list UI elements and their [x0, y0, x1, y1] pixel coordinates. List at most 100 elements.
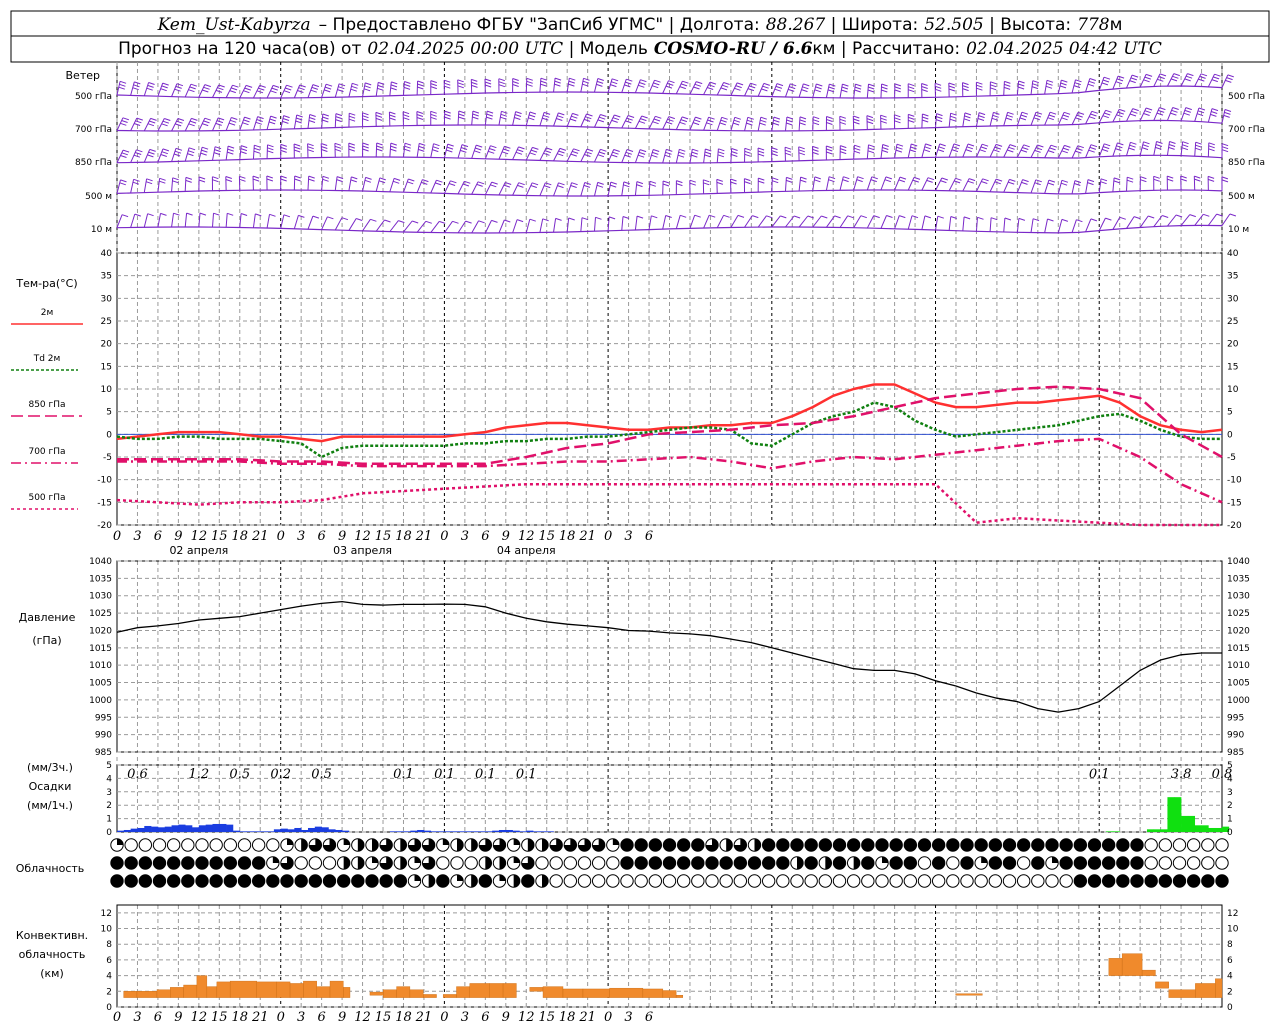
wind-barb-shaft [866, 176, 873, 191]
pressure-tick-right: 1000 [1227, 696, 1250, 706]
wind-barb-feather [786, 119, 793, 123]
wind-barb-feather [232, 84, 239, 88]
wind-barb-feather [1144, 76, 1151, 80]
wind-barb-feather [512, 81, 519, 84]
wind-barb-feather [913, 176, 921, 180]
wind-barb-feather [529, 218, 536, 222]
wind-barb-feather [1021, 181, 1028, 185]
temperature-series-4 [116, 482, 1222, 527]
wind-barb-feather [784, 149, 792, 153]
wind-barb-feather [461, 144, 469, 148]
wind-barb-feather [1158, 76, 1165, 80]
wind-barb-feather [1101, 82, 1109, 86]
wind-barb-shaft [621, 115, 629, 129]
wind-barb-feather [239, 175, 246, 179]
convective-bar [369, 991, 384, 996]
wind-barb-shaft [252, 85, 261, 99]
wind-barb-feather [610, 84, 617, 88]
wind-barb-feather [652, 151, 659, 155]
wind-barb-feather [899, 176, 907, 180]
cloud-symbol-overcast [322, 874, 337, 888]
wind-barb-feather [868, 147, 875, 151]
wind-barb-feather [1148, 215, 1155, 219]
wind-barb-feather [867, 150, 875, 154]
hour-label: 15 [538, 1010, 555, 1024]
wind-barb-feather [584, 154, 591, 157]
cloud-symbol-clear [960, 874, 974, 888]
wind-barb-feather [256, 119, 263, 122]
wind-barb-feather [308, 120, 316, 123]
wind-barb-feather [840, 148, 847, 152]
wind-barb-feather [598, 151, 606, 155]
wind-barb-feather [556, 118, 563, 121]
cloud-symbol-overcast [804, 838, 818, 852]
wind-barb-feather [554, 83, 561, 87]
wind-barb-feather [799, 119, 806, 123]
wind-barb-feather [785, 152, 792, 156]
precip-bar [512, 830, 520, 832]
wind-barb-feather [586, 113, 593, 117]
precip-bar [1187, 815, 1196, 832]
precip-total-label: 0.2 [270, 767, 291, 782]
cloud-symbol-overcast [832, 838, 847, 852]
wind-barb-feather [1119, 216, 1126, 220]
precip-bar [444, 831, 452, 832]
wind-barb-shaft [689, 81, 697, 95]
wind-barb-feather [500, 116, 507, 120]
wind-barb-feather [376, 148, 383, 152]
wind-barb-feather [121, 120, 128, 123]
wind-barb-feather [1105, 109, 1112, 113]
wind-barb-feather [1131, 110, 1138, 114]
wind-barb-feather [1196, 113, 1204, 117]
wind-barb-feather [571, 182, 578, 186]
wind-barb-feather [894, 89, 901, 93]
wind-barb-shaft [975, 143, 983, 158]
precip-bar [328, 829, 336, 832]
provider-text: – Предоставлено ФГБУ "ЗапСиб УГМС" [319, 15, 664, 35]
wind-barb-feather [924, 215, 932, 219]
wind-barb-shaft [744, 215, 753, 228]
wind-level-10m: 10 м [91, 225, 112, 235]
wind-barb-feather [477, 181, 485, 185]
cloud-symbol-clear [294, 856, 308, 870]
wind-barb-shaft [566, 217, 570, 233]
wind-barb-feather [398, 220, 405, 224]
wind-barb-feather [1207, 178, 1215, 182]
wind-barb-shaft [648, 116, 656, 130]
wind-barb-shaft [1153, 107, 1160, 121]
wind-barb-shaft [839, 84, 843, 98]
pressure-tick-left: 1015 [89, 644, 112, 654]
wind-barb-feather [744, 150, 751, 154]
precip-bar [1215, 827, 1223, 832]
pressure-tick-left: 1005 [89, 679, 112, 689]
wind-barb-feather [772, 180, 779, 184]
wind-barb-feather [439, 220, 446, 224]
wind-barb-feather [1034, 149, 1041, 153]
temperature-tick-left: -15 [97, 498, 112, 508]
precip-frame [116, 764, 1223, 833]
cloud-fill-sector [301, 838, 308, 852]
wind-barb-shaft [403, 220, 413, 233]
precip-bar [205, 824, 213, 832]
wind-barb-shaft [512, 111, 517, 126]
wind-barb-feather [191, 117, 198, 121]
wind-level-500hpa-right: 500 гПа [1228, 92, 1265, 102]
cloud-symbol-overcast [152, 856, 167, 870]
wind-barb-feather [638, 120, 646, 124]
wind-barb-feather [612, 151, 619, 155]
wind-barb-shaft [825, 215, 836, 228]
wind-barb-feather [703, 179, 710, 183]
wind-barb-feather [624, 154, 631, 158]
wind-barb-shaft [1221, 109, 1226, 124]
wind-barb-feather [815, 86, 822, 90]
precip-bar [342, 830, 350, 832]
wind-barb-feather [1116, 145, 1123, 149]
wind-barb-feather [486, 113, 493, 117]
pressure-tick-left: 1010 [89, 661, 112, 671]
wind-barb-shaft [375, 219, 385, 232]
pressure-tick-right: 1005 [1227, 679, 1250, 689]
wind-barb-feather [626, 149, 634, 152]
cloud-symbol-overcast [818, 838, 833, 852]
precip-bar [123, 829, 131, 832]
wind-barb-feather [703, 182, 710, 186]
